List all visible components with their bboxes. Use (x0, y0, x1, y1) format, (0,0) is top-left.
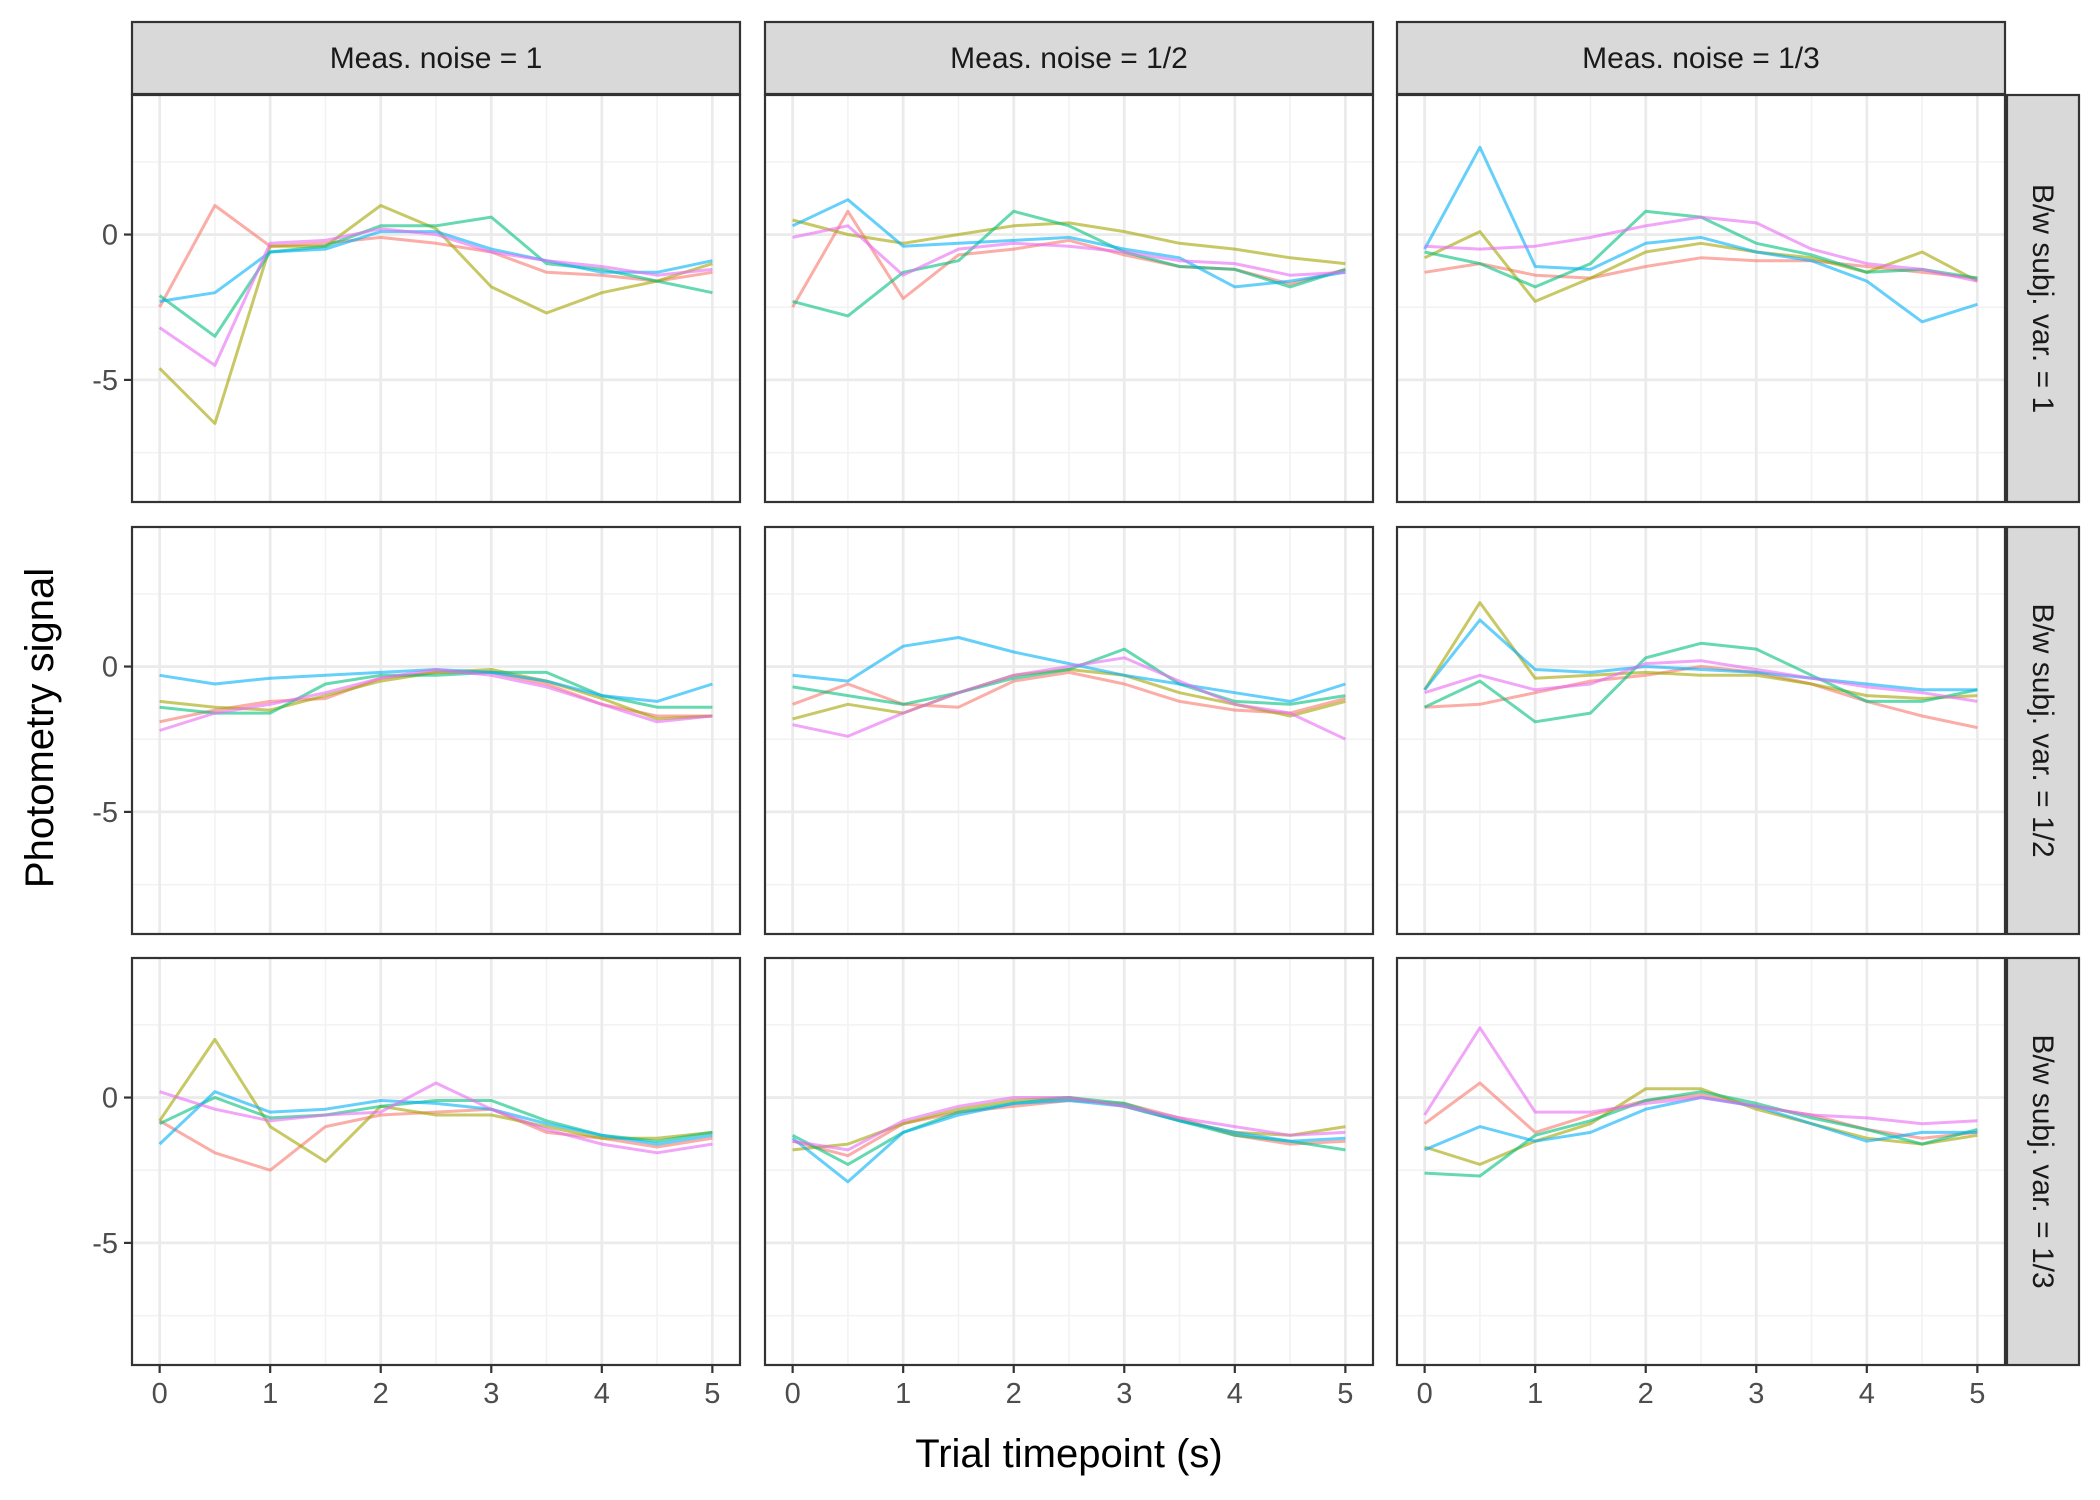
x-tick-label: 4 (1859, 1378, 1875, 1410)
row-strip-label: B/w subj. var. = 1/3 (2026, 1034, 2059, 1288)
panel-border (763, 956, 1375, 1367)
series-line-5 (159, 1081, 713, 1155)
panel-border (1395, 525, 2007, 936)
series-line-1 (1424, 256, 1978, 280)
panel-r1-c2 (763, 93, 1375, 504)
series-line-5 (1424, 215, 1978, 283)
y-tick-label: -5 (92, 1228, 118, 1260)
row-strip-label: B/w subj. var. = 1 (2026, 184, 2059, 413)
strip-background (130, 20, 742, 96)
x-tick-label: 1 (262, 1378, 278, 1410)
x-tick-label: 0 (785, 1378, 801, 1410)
y-tick-label: 0 (102, 220, 118, 252)
strip-background (1395, 20, 2007, 96)
x-tick-label: 5 (1337, 1378, 1353, 1410)
series-line-4 (158, 1090, 713, 1146)
panel-r2-c1 (130, 525, 742, 936)
panel-r3-c3 (1395, 956, 2007, 1367)
panel-r1-c3 (1395, 93, 2007, 504)
column-strip-label: Meas. noise = 1/2 (950, 42, 1188, 75)
facet-strips: Meas. noise = 1 Meas. noise = 1/2 Meas. no… (130, 20, 2081, 1367)
series-line-4 (792, 636, 1346, 703)
series-line-4 (1423, 618, 1978, 692)
panel-border (130, 956, 742, 1367)
series-line-5 (792, 224, 1346, 277)
x-tick-label: 2 (1006, 1378, 1022, 1410)
series-line-3 (792, 647, 1346, 706)
y-tick-label: 0 (102, 1083, 118, 1115)
strip-background (2005, 93, 2081, 504)
panel-border (1395, 956, 2007, 1367)
panels (130, 93, 2007, 1367)
series-line-2 (792, 218, 1346, 266)
y-tick-label: -5 (92, 797, 118, 829)
panel-r2-c2 (763, 525, 1375, 936)
y-tick-label: 0 (102, 652, 118, 684)
column-strip-label: Meas. noise = 1/3 (1582, 42, 1820, 75)
y-tick-label: -5 (92, 365, 118, 397)
series-line-5 (1424, 659, 1978, 703)
series-line-5 (1423, 1026, 1978, 1126)
series-line-1 (1423, 1081, 1978, 1140)
y-axis-title: Photometry signal (18, 568, 62, 888)
x-tick-label: 4 (1227, 1378, 1243, 1410)
panel-border (763, 525, 1375, 936)
series-line-4 (791, 1099, 1346, 1184)
column-strip-2: Meas. noise = 1/2 (763, 20, 1375, 96)
panel-r3-c1 (130, 956, 742, 1367)
x-tick-label: 5 (1969, 1378, 1985, 1410)
series-line-4 (159, 230, 713, 303)
panel-r2-c3 (1395, 525, 2007, 936)
row-strip-1: B/w subj. var. = 1 (2005, 93, 2081, 504)
series-line-3 (1423, 641, 1978, 724)
x-tick-label: 5 (704, 1378, 720, 1410)
column-strip-3: Meas. noise = 1/3 (1395, 20, 2007, 96)
x-tick-label: 1 (895, 1378, 911, 1410)
axes: 0 -5 0 -5 0 -5 0 1 2 3 4 5 0 1 2 3 4 5 0 1 2 3 4 5 (92, 220, 1985, 1410)
x-tick-label: 3 (1116, 1378, 1132, 1410)
x-tick-label: 2 (1638, 1378, 1654, 1410)
row-strip-label: B/w subj. var. = 1/2 (2026, 603, 2059, 857)
x-tick-label: 2 (373, 1378, 389, 1410)
series-line-3 (159, 670, 713, 715)
column-strip-label: Meas. noise = 1 (330, 42, 543, 75)
series-line-1 (792, 670, 1346, 715)
panel-border (130, 525, 742, 936)
x-tick-label: 1 (1527, 1378, 1543, 1410)
series-line-2 (158, 204, 713, 425)
series-line-3 (792, 209, 1346, 318)
row-strip-2: B/w subj. var. = 1/2 (2005, 525, 2081, 936)
x-tick-label: 0 (1417, 1378, 1433, 1410)
panel-r1-c1 (130, 93, 742, 504)
row-strip-3: B/w subj. var. = 1/3 (2005, 956, 2081, 1367)
series-line-1 (1424, 665, 1978, 730)
strip-background (2005, 525, 2081, 936)
series-line-3 (1424, 1090, 1978, 1178)
series-line-1 (158, 1107, 713, 1172)
x-tick-label: 3 (1748, 1378, 1764, 1410)
series-line-5 (792, 1096, 1346, 1152)
series-line-5 (158, 227, 713, 367)
x-tick-label: 3 (483, 1378, 499, 1410)
series-line-2 (159, 668, 713, 721)
strip-background (2005, 956, 2081, 1367)
panel-r3-c2 (763, 956, 1375, 1367)
series-line-5 (159, 668, 713, 732)
series-line-5 (792, 656, 1347, 741)
strip-background (763, 20, 1375, 96)
x-tick-label: 0 (152, 1378, 168, 1410)
series-line-4 (1423, 145, 1978, 324)
series-line-4 (791, 198, 1346, 289)
x-axis-title: Trial timepoint (s) (915, 1432, 1222, 1476)
x-tick-label: 4 (594, 1378, 610, 1410)
series-line-1 (158, 204, 713, 308)
column-strip-1: Meas. noise = 1 (130, 20, 742, 96)
